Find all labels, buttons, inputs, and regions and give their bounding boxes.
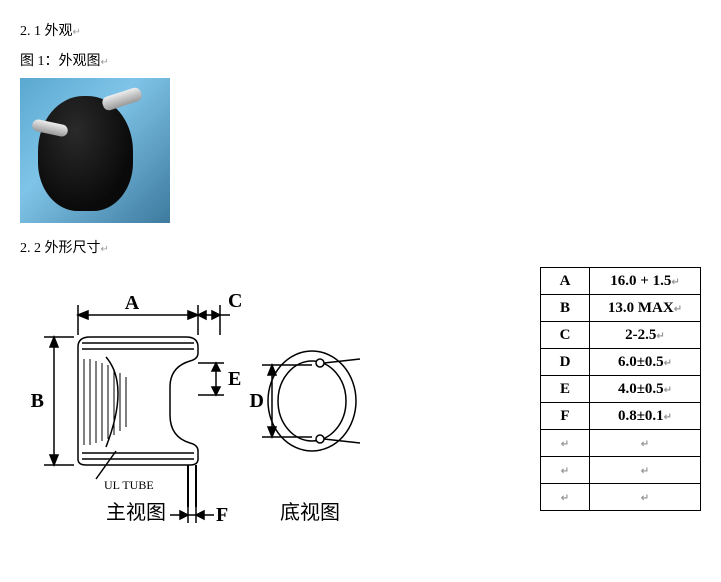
inductor-pin-top — [101, 86, 143, 112]
table-row: D6.0±0.5↵ — [541, 349, 701, 376]
empty-cell: ↵ — [541, 484, 590, 511]
table-row: ↵↵ — [541, 457, 701, 484]
front-view-caption: 主视图 — [106, 501, 166, 524]
empty-cell: ↵ — [590, 457, 701, 484]
empty-cell: ↵ — [541, 430, 590, 457]
dim-val-f: 0.8±0.1↵ — [590, 403, 701, 430]
table-row: E4.0±0.5↵ — [541, 376, 701, 403]
table-row: B13.0 MAX↵ — [541, 295, 701, 322]
dim-label-b: B — [31, 390, 44, 412]
figure-1-caption-text: 图 1：外观图 — [20, 54, 101, 69]
dim-key-c: C — [541, 322, 590, 349]
figure-1-caption: 图 1：外观图↵ — [20, 50, 701, 70]
dim-val-c: 2-2.5↵ — [590, 322, 701, 349]
appearance-photo — [20, 78, 170, 223]
dimensions-table: A16.0 + 1.5↵ B13.0 MAX↵ C2-2.5↵ D6.0±0.5… — [540, 267, 701, 511]
dim-key-d: D — [541, 349, 590, 376]
dim-label-e: E — [228, 368, 241, 390]
empty-cell: ↵ — [541, 457, 590, 484]
dim-val-a: 16.0 + 1.5↵ — [590, 268, 701, 295]
section-22-text: 2. 2 外形尺寸 — [20, 241, 101, 256]
section-21-text: 2. 1 外观 — [20, 24, 73, 39]
table-row: A16.0 + 1.5↵ — [541, 268, 701, 295]
dim-label-a: A — [125, 292, 140, 314]
bottom-view-caption: 底视图 — [280, 501, 340, 524]
dim-key-f: F — [541, 403, 590, 430]
dim-key-b: B — [541, 295, 590, 322]
section-heading-22: 2. 2 外形尺寸↵ — [20, 237, 701, 257]
dim-label-d: D — [250, 390, 264, 412]
table-row: ↵↵ — [541, 430, 701, 457]
dim-val-b: 13.0 MAX↵ — [590, 295, 701, 322]
section-heading-21: 2. 1 外观↵ — [20, 20, 701, 40]
dim-val-e: 4.0±0.5↵ — [590, 376, 701, 403]
table-row: ↵↵ — [541, 484, 701, 511]
dim-label-c: C — [228, 290, 242, 312]
dimension-drawing: A C — [20, 275, 380, 540]
table-row: F0.8±0.1↵ — [541, 403, 701, 430]
dim-label-f: F — [216, 504, 228, 526]
ul-tube-label: UL TUBE — [104, 478, 154, 492]
empty-cell: ↵ — [590, 430, 701, 457]
inductor-body — [38, 96, 133, 211]
dim-val-d: 6.0±0.5↵ — [590, 349, 701, 376]
table-row: C2-2.5↵ — [541, 322, 701, 349]
dim-key-a: A — [541, 268, 590, 295]
empty-cell: ↵ — [590, 484, 701, 511]
dim-key-e: E — [541, 376, 590, 403]
